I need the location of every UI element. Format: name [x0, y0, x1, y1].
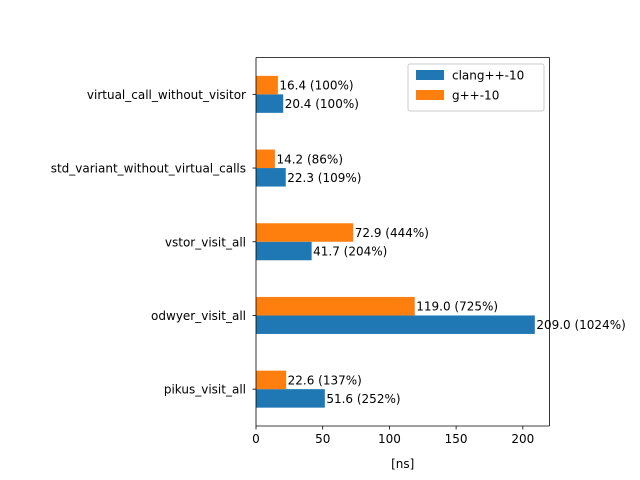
y-tick-label-std_variant_without_virtual_calls: std_variant_without_virtual_calls	[51, 162, 246, 176]
axes-group: 0 50 100 150 200 virtual_call_without_visitor…	[51, 57, 550, 471]
x-tick-label-150: 150	[445, 432, 468, 446]
y-tick-label-pikus_visit_all: pikus_visit_all	[164, 383, 246, 397]
bar-pikus_visit_all-g++-10	[256, 370, 287, 390]
bar-std_variant_without_virtual_calls-clang++-10	[256, 168, 286, 187]
value-label-virtual_call_without_visitor-clang++-10: 20.4 (100%)	[285, 97, 359, 111]
y-tick-label-vstor_visit_all: vstor_visit_all	[165, 235, 246, 249]
bar-virtual_call_without_visitor-clang++-10	[256, 94, 284, 113]
x-axis-label: [ns]	[391, 457, 414, 471]
value-label-pikus_visit_all-clang++-10: 51.6 (252%)	[326, 392, 400, 406]
value-label-virtual_call_without_visitor-g++-10: 16.4 (100%)	[279, 79, 353, 93]
bar-pikus_visit_all-clang++-10	[256, 389, 325, 408]
value-label-vstor_visit_all-g++-10: 72.9 (444%)	[355, 226, 429, 240]
y-tick-label-odwyer_visit_all: odwyer_visit_all	[151, 309, 246, 323]
bar-odwyer_visit_all-g++-10	[256, 296, 415, 316]
value-label-pikus_visit_all-g++-10: 22.6 (137%)	[288, 373, 362, 387]
x-tick-label-50: 50	[315, 432, 330, 446]
bar-std_variant_without_virtual_calls-g++-10	[256, 149, 275, 169]
x-tick-label-200: 200	[511, 432, 534, 446]
bar-virtual_call_without_visitor-g++-10	[256, 75, 278, 95]
bars-group	[256, 75, 535, 408]
legend-swatch-clang++-10	[416, 70, 444, 80]
bar-vstor_visit_all-g++-10	[256, 223, 354, 242]
value-labels-group: 20.4 (100%) 16.4 (100%) 22.3 (109%) 14.2 (8…	[276, 79, 625, 406]
value-label-vstor_visit_all-clang++-10: 41.7 (204%)	[313, 245, 387, 259]
value-label-odwyer_visit_all-g++-10: 119.0 (725%)	[416, 300, 498, 314]
value-label-std_variant_without_virtual_calls-g++-10: 14.2 (86%)	[276, 152, 343, 166]
x-tick-label-100: 100	[378, 432, 401, 446]
value-label-odwyer_visit_all-clang++-10: 209.0 (1024%)	[536, 318, 625, 332]
bar-odwyer_visit_all-clang++-10	[256, 315, 535, 334]
value-label-std_variant_without_virtual_calls-clang++-10: 22.3 (109%)	[287, 171, 361, 185]
legend-swatch-g++-10	[416, 90, 444, 100]
x-tick-label-0: 0	[252, 432, 260, 446]
legend: clang++-10 g++-10	[407, 63, 545, 112]
legend-label-clang++-10: clang++-10	[452, 69, 524, 83]
legend-label-g++-10: g++-10	[452, 89, 499, 103]
y-tick-label-virtual_call_without_visitor: virtual_call_without_visitor	[87, 88, 246, 102]
bar-vstor_visit_all-clang++-10	[256, 241, 312, 261]
